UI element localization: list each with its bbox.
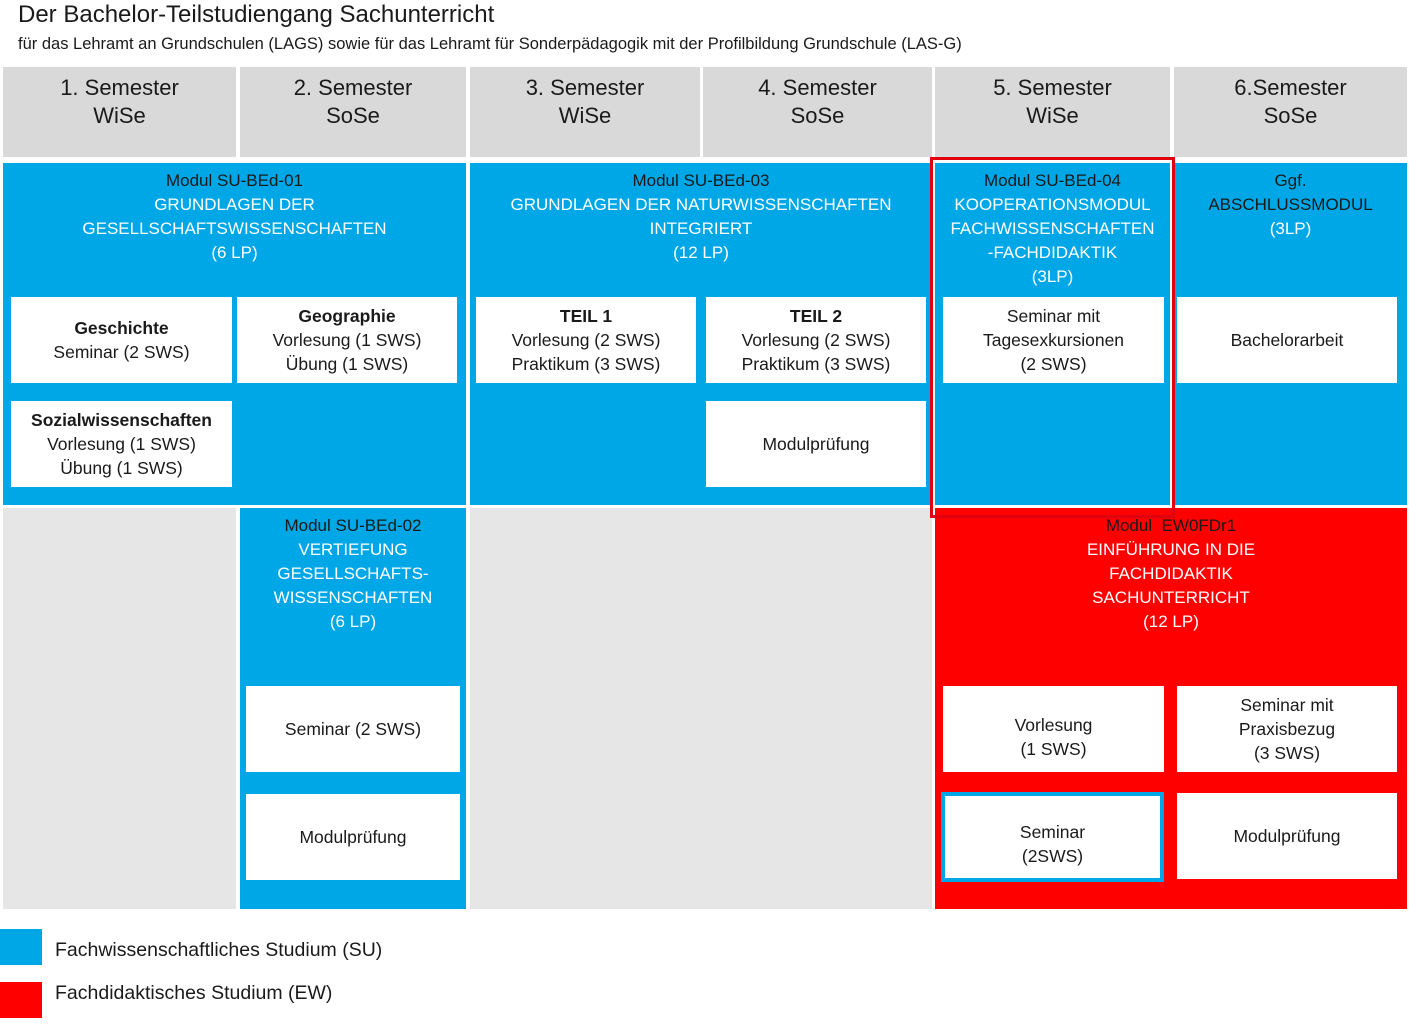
course-detail: Vorlesung (2 SWS)	[741, 330, 891, 350]
course-detail: Übung (1 SWS)	[60, 458, 183, 478]
semester-header-3: 3. Semester WiSe	[470, 67, 700, 157]
module-title: GESELLSCHAFTSWISSENSCHAFTEN	[82, 219, 387, 238]
course-seminar: Seminar (2 SWS)	[246, 686, 460, 772]
module-title: VERTIEFUNG	[298, 540, 408, 559]
course-detail: (1 SWS)	[1020, 739, 1087, 759]
module-credits: (3LP)	[1269, 219, 1312, 238]
empty-cell	[470, 508, 932, 909]
course-detail: Vorlesung (2 SWS)	[511, 330, 661, 350]
legend-swatch-su	[0, 929, 42, 965]
semester-term: SoSe	[1263, 103, 1318, 128]
course-detail: Vorlesung	[1014, 715, 1093, 735]
course-detail: Übung (1 SWS)	[285, 354, 409, 374]
course-detail: Modulprüfung	[762, 434, 870, 454]
semester-label: 1. Semester	[60, 75, 179, 100]
page-title: Der Bachelor-Teilstudiengang Sachunterri…	[18, 1, 495, 28]
module-code: Modul SU-BEd-03	[632, 171, 770, 190]
course-detail: Vorlesung (1 SWS)	[47, 434, 196, 454]
course-seminar-tagesexkursionen: Seminar mit Tagesexkursionen (2 SWS)	[943, 297, 1164, 383]
course-detail: Praxisbezug	[1238, 719, 1336, 739]
course-detail: Seminar mit	[1240, 695, 1334, 715]
semester-label: 4. Semester	[758, 75, 877, 100]
course-detail: Tagesexkursionen	[982, 330, 1125, 350]
course-detail: Modulprüfung	[1233, 826, 1341, 846]
semester-term: WiSe	[1026, 103, 1079, 128]
course-geschichte: Geschichte Seminar (2 SWS)	[11, 297, 232, 383]
course-detail: Vorlesung (1 SWS)	[272, 330, 422, 350]
module-title: -FACHDIDAKTIK	[987, 243, 1118, 262]
module-title: WISSENSCHAFTEN	[273, 588, 433, 607]
module-title: GRUNDLAGEN DER	[154, 195, 315, 214]
module-title: KOOPERATIONSMODUL	[954, 195, 1151, 214]
course-detail: (2 SWS)	[1020, 354, 1087, 374]
semester-header-2: 2. Semester SoSe	[240, 67, 466, 157]
course-detail: Bachelorarbeit	[1230, 330, 1344, 350]
course-teil-2: TEIL 2 Vorlesung (2 SWS) Praktikum (3 SW…	[706, 297, 926, 383]
semester-term: WiSe	[558, 103, 612, 128]
course-teil-1: TEIL 1 Vorlesung (2 SWS) Praktikum (3 SW…	[476, 297, 696, 383]
course-detail: Praktikum (3 SWS)	[741, 354, 891, 374]
course-detail: Praktikum (3 SWS)	[511, 354, 661, 374]
module-credits: (12 LP)	[1143, 612, 1199, 631]
course-modulpruefung: Modulprüfung	[706, 401, 926, 487]
legend-swatch-ew	[0, 982, 42, 1018]
semester-header-4: 4. Semester SoSe	[703, 67, 932, 157]
semester-label: 2. Semester	[293, 75, 413, 100]
module-title: FACHWISSENSCHAFTEN	[950, 219, 1155, 238]
module-code: Modul EW0FDr1	[1105, 516, 1237, 535]
course-sozialwissenschaften: Sozialwissenschaften Vorlesung (1 SWS) Ü…	[11, 401, 232, 487]
semester-label: 5. Semester	[993, 75, 1112, 100]
course-modulpruefung: Modulprüfung	[1177, 793, 1397, 879]
module-title: FACHDIDAKTIK	[1109, 564, 1233, 583]
course-seminar-praxisbezug: Seminar mit Praxisbezug (3 SWS)	[1177, 686, 1397, 772]
course-detail: Seminar (2 SWS)	[284, 719, 422, 739]
semester-label: 6.Semester	[1234, 75, 1347, 100]
course-name: Geographie	[298, 306, 396, 326]
legend-label-su: Fachwissenschaftliches Studium (SU)	[55, 939, 383, 961]
course-detail: (3 SWS)	[1253, 743, 1321, 763]
course-detail: Seminar mit	[1006, 306, 1101, 326]
module-credits: (12 LP)	[673, 243, 729, 262]
module-code: Modul SU-BEd-04	[983, 171, 1121, 190]
course-vorlesung: Vorlesung (1 SWS)	[943, 686, 1164, 772]
highlight-outline	[930, 157, 1175, 518]
course-name: Sozialwissenschaften	[31, 410, 212, 430]
course-seminar-2sws: Seminar (2SWS)	[941, 792, 1164, 882]
course-name: TEIL 2	[789, 306, 843, 326]
semester-label: 3. Semester	[525, 75, 645, 100]
module-code: Modul SU-BEd-02	[284, 516, 422, 535]
module-code: Ggf.	[1274, 171, 1307, 190]
course-bachelorarbeit: Bachelorarbeit	[1177, 297, 1397, 383]
legend-label-ew: Fachdidaktisches Studium (EW)	[55, 982, 333, 1004]
module-credits: (6 LP)	[211, 243, 258, 262]
module-title: ABSCHLUSSMODUL	[1208, 195, 1373, 214]
course-name: TEIL 1	[559, 306, 613, 326]
course-detail: Modulprüfung	[299, 827, 407, 847]
course-detail: Seminar (2 SWS)	[53, 342, 190, 362]
module-credits: (6 LP)	[329, 612, 377, 631]
semester-header-5: 5. Semester WiSe	[935, 67, 1170, 157]
semester-term: WiSe	[93, 103, 146, 128]
course-name: Geschichte	[74, 318, 169, 338]
module-title: INTEGRIERT	[649, 219, 753, 238]
semester-header-1: 1. Semester WiSe	[3, 67, 236, 157]
module-title: GESELLSCHAFTS-	[277, 564, 429, 583]
module-title: EINFÜHRUNG IN DIE	[1086, 540, 1256, 559]
module-title: SACHUNTERRICHT	[1092, 588, 1250, 607]
course-modulpruefung: Modulprüfung	[246, 794, 460, 880]
semester-term: SoSe	[326, 103, 380, 128]
semester-term: SoSe	[790, 103, 845, 128]
module-code: Modul SU-BEd-01	[165, 171, 303, 190]
empty-cell	[3, 508, 236, 909]
module-credits: (3LP)	[1031, 267, 1074, 286]
course-detail: Seminar	[1019, 822, 1086, 842]
module-title: GRUNDLAGEN DER NATURWISSENSCHAFTEN	[510, 195, 892, 214]
course-geographie: Geographie Vorlesung (1 SWS) Übung (1 SW…	[237, 297, 457, 383]
page-subtitle: für das Lehramt an Grundschulen (LAGS) s…	[18, 35, 962, 53]
semester-header-6: 6.Semester SoSe	[1174, 67, 1407, 157]
course-detail: (2SWS)	[1021, 846, 1084, 866]
